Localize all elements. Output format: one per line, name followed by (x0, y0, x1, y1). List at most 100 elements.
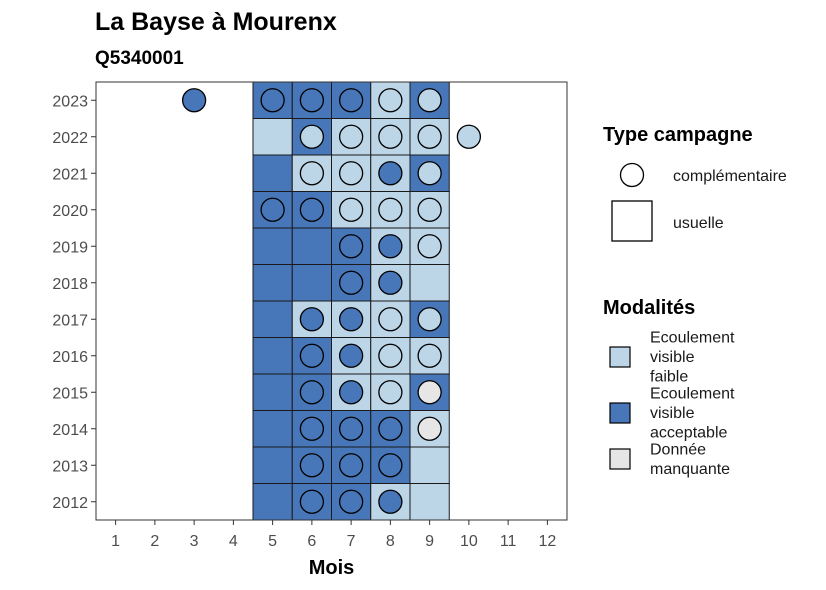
x-tick-label: 3 (190, 533, 199, 550)
heatmap-cell (409, 483, 450, 521)
legend-modalite-label: Ecoulement visible acceptable (650, 386, 735, 442)
heatmap-cell (252, 154, 293, 192)
complementaire-point (338, 343, 364, 368)
heatmap-cell (252, 337, 293, 375)
complementaire-point (338, 453, 364, 478)
x-tick-label: 1 (111, 533, 120, 550)
x-tick-label: 6 (307, 533, 316, 550)
complementaire-point (338, 270, 364, 295)
complementaire-point (378, 307, 403, 332)
x-tick-label: 7 (347, 533, 356, 550)
complementaire-point (299, 197, 325, 222)
complementaire-point (456, 124, 482, 149)
complementaire-point (417, 197, 442, 222)
heatmap-cell (291, 264, 332, 302)
y-tick-label: 2022 (52, 130, 88, 147)
heatmap-cell (252, 118, 293, 156)
y-tick-label: 2018 (52, 276, 88, 293)
x-tick-label: 4 (229, 533, 238, 550)
heatmap-cell (252, 227, 293, 265)
complementaire-point (260, 197, 285, 222)
complementaire-point (299, 416, 325, 441)
heatmap-cell (370, 154, 411, 192)
complementaire-point (260, 88, 285, 113)
complementaire-point (338, 161, 364, 186)
y-tick-label: 2019 (52, 239, 88, 256)
legend-key-manquante (609, 448, 631, 470)
complementaire-point (378, 489, 403, 514)
heatmap-cell (252, 264, 293, 302)
y-tick-label: 2017 (52, 312, 88, 329)
complementaire-point (378, 416, 403, 441)
legend-type-label: usuelle (673, 215, 724, 232)
y-tick-label: 2020 (52, 203, 88, 220)
complementaire-point (338, 234, 364, 259)
complementaire-point (338, 88, 364, 113)
heatmap-cell (252, 373, 293, 411)
x-tick-label: 11 (500, 533, 517, 550)
x-tick-label: 10 (460, 533, 478, 550)
complementaire-point (338, 416, 364, 441)
complementaire-point (378, 234, 403, 259)
complementaire-point (417, 124, 442, 149)
complementaire-point (299, 124, 325, 149)
legend-type-title: Type campagne (603, 124, 753, 146)
complementaire-point (417, 343, 442, 368)
complementaire-point (299, 161, 325, 186)
legend-type-label: complémentaire (673, 168, 787, 185)
y-axis: 2023 2022 2021 2020 2019 2018 2017 2016 2015 2014… (52, 93, 96, 512)
x-tick-label: 8 (386, 533, 395, 550)
legend-key-faible (609, 346, 631, 368)
complementaire-point (181, 88, 207, 113)
chart-title: La Bayse à Mourenx (95, 8, 337, 36)
complementaire-point (338, 380, 364, 405)
complementaire-point (338, 307, 364, 332)
legend-modalites-title: Modalités (603, 297, 695, 319)
complementaire-point (417, 234, 442, 259)
complementaire-points (181, 88, 482, 514)
x-tick-label: 12 (538, 533, 556, 550)
legend-square-symbol (611, 200, 653, 242)
complementaire-point (299, 88, 325, 113)
heatmap-cell (409, 264, 450, 302)
legend-key-acceptable (609, 402, 631, 424)
complementaire-point (378, 161, 403, 186)
heatmap-cell (331, 118, 372, 156)
complementaire-point (417, 380, 442, 405)
y-tick-label: 2023 (52, 93, 88, 110)
legend-modalite-label: Ecoulement visible faible (650, 330, 735, 386)
x-tick-label: 9 (425, 533, 434, 550)
complementaire-point (338, 489, 364, 514)
chart-subtitle: Q5340001 (95, 48, 184, 69)
x-axis: 1 2 3 4 5 6 7 8 9 10 11 12 (111, 520, 556, 550)
complementaire-point (299, 307, 325, 332)
complementaire-point (378, 380, 403, 405)
complementaire-point (417, 307, 442, 332)
complementaire-point (417, 161, 442, 186)
heatmap-cell (252, 300, 293, 338)
complementaire-point (299, 453, 325, 478)
usuelle-cells (252, 81, 450, 521)
complementaire-point (338, 197, 364, 222)
legend-modalite-label: Donnée manquante (650, 441, 730, 478)
y-tick-label: 2016 (52, 349, 88, 366)
heatmap-cell (252, 483, 293, 521)
heatmap-cell (252, 446, 293, 484)
legend-type-campagne: Type campagne complémentaire usuelle (603, 124, 787, 242)
complementaire-point (378, 124, 403, 149)
legend-modalites: Modalités Ecoulement visible faibleEcouleme… (603, 297, 735, 478)
complementaire-point (338, 124, 364, 149)
y-tick-label: 2012 (52, 495, 88, 512)
y-tick-label: 2014 (52, 422, 88, 439)
y-tick-label: 2013 (52, 458, 88, 475)
complementaire-point (299, 489, 325, 514)
y-tick-label: 2015 (52, 385, 88, 402)
complementaire-point (299, 380, 325, 405)
x-axis-title: Mois (309, 557, 355, 579)
x-tick-label: 2 (150, 533, 159, 550)
complementaire-point (378, 343, 403, 368)
complementaire-point (378, 270, 403, 295)
complementaire-point (417, 88, 442, 113)
complementaire-point (378, 453, 403, 478)
